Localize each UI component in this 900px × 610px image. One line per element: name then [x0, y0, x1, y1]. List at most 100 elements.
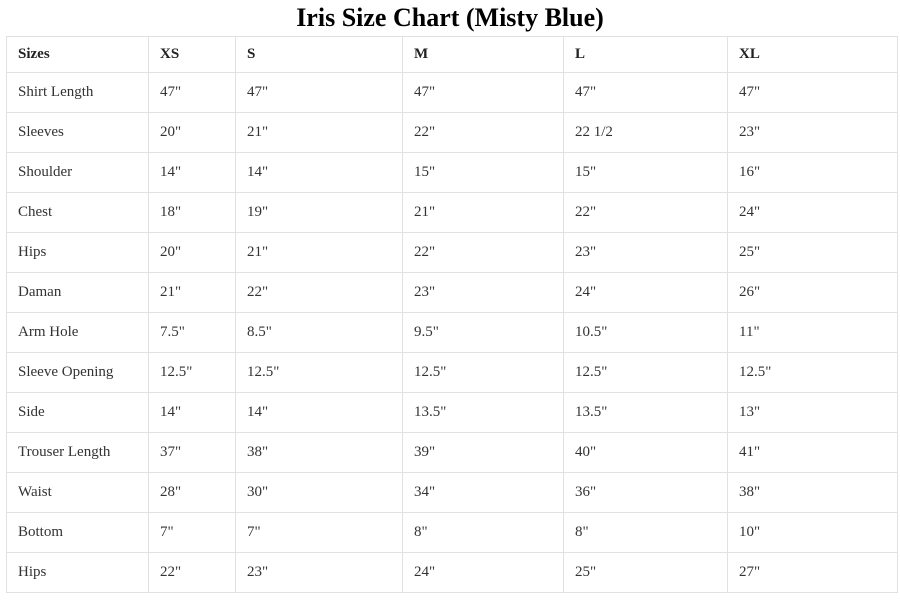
cell-s: 12.5"	[235, 352, 403, 393]
cell-xl: 25"	[727, 232, 898, 273]
cell-l: 10.5"	[563, 312, 728, 353]
cell-s: 7"	[235, 512, 403, 553]
table-row-daman: Daman 21" 22" 23" 24" 26"	[6, 272, 898, 313]
cell-s: 22"	[235, 272, 403, 313]
cell-l: 36"	[563, 472, 728, 513]
col-header-xl: XL	[727, 36, 898, 73]
row-label: Shirt Length	[6, 72, 149, 113]
header-row: Sizes XS S M L XL	[6, 36, 898, 73]
cell-s: 30"	[235, 472, 403, 513]
cell-xs: 20"	[148, 232, 236, 273]
table-row-arm-hole: Arm Hole 7.5" 8.5" 9.5" 10.5" 11"	[6, 312, 898, 353]
cell-l: 15"	[563, 152, 728, 193]
cell-l: 22 1/2	[563, 112, 728, 153]
cell-m: 8"	[402, 512, 564, 553]
row-label: Hips	[6, 232, 149, 273]
cell-s: 8.5"	[235, 312, 403, 353]
cell-m: 47"	[402, 72, 564, 113]
row-label: Side	[6, 392, 149, 433]
col-header-sizes: Sizes	[6, 36, 149, 73]
table-row-shirt-length: Shirt Length 47" 47" 47" 47" 47"	[6, 72, 898, 113]
cell-xl: 41"	[727, 432, 898, 473]
cell-xl: 38"	[727, 472, 898, 513]
cell-xl: 16"	[727, 152, 898, 193]
cell-m: 13.5"	[402, 392, 564, 433]
cell-xs: 20"	[148, 112, 236, 153]
col-header-m: M	[402, 36, 564, 73]
cell-xl: 27"	[727, 552, 898, 593]
cell-l: 25"	[563, 552, 728, 593]
cell-m: 22"	[402, 112, 564, 153]
table-row-shoulder: Shoulder 14" 14" 15" 15" 16"	[6, 152, 898, 193]
cell-xs: 14"	[148, 392, 236, 433]
cell-xs: 14"	[148, 152, 236, 193]
table-row-bottom: Bottom 7" 7" 8" 8" 10"	[6, 512, 898, 553]
cell-xs: 12.5"	[148, 352, 236, 393]
cell-m: 15"	[402, 152, 564, 193]
cell-l: 13.5"	[563, 392, 728, 433]
cell-l: 22"	[563, 192, 728, 233]
cell-l: 23"	[563, 232, 728, 273]
cell-xl: 11"	[727, 312, 898, 353]
size-chart-table: Sizes XS S M L XL Shirt Length 47" 47" 4…	[6, 36, 898, 593]
cell-s: 47"	[235, 72, 403, 113]
table-row-trouser-length: Trouser Length 37" 38" 39" 40" 41"	[6, 432, 898, 473]
cell-xs: 7.5"	[148, 312, 236, 353]
cell-xs: 21"	[148, 272, 236, 313]
cell-m: 23"	[402, 272, 564, 313]
cell-m: 34"	[402, 472, 564, 513]
cell-xl: 23"	[727, 112, 898, 153]
cell-xs: 47"	[148, 72, 236, 113]
table-row-chest: Chest 18" 19" 21" 22" 24"	[6, 192, 898, 233]
cell-s: 14"	[235, 152, 403, 193]
table-row-hips-upper: Hips 20" 21" 22" 23" 25"	[6, 232, 898, 273]
cell-xs: 7"	[148, 512, 236, 553]
cell-m: 21"	[402, 192, 564, 233]
table-row-sleeve-opening: Sleeve Opening 12.5" 12.5" 12.5" 12.5" 1…	[6, 352, 898, 393]
cell-l: 12.5"	[563, 352, 728, 393]
row-label: Shoulder	[6, 152, 149, 193]
cell-s: 21"	[235, 232, 403, 273]
row-label: Bottom	[6, 512, 149, 553]
page-title: Iris Size Chart (Misty Blue)	[296, 3, 604, 32]
row-label: Waist	[6, 472, 149, 513]
cell-xs: 22"	[148, 552, 236, 593]
cell-xl: 24"	[727, 192, 898, 233]
cell-s: 21"	[235, 112, 403, 153]
row-label: Sleeve Opening	[6, 352, 149, 393]
cell-xs: 18"	[148, 192, 236, 233]
cell-xs: 28"	[148, 472, 236, 513]
row-label: Trouser Length	[6, 432, 149, 473]
table-row-waist: Waist 28" 30" 34" 36" 38"	[6, 472, 898, 513]
cell-xl: 12.5"	[727, 352, 898, 393]
table-row-side: Side 14" 14" 13.5" 13.5" 13"	[6, 392, 898, 433]
cell-xl: 13"	[727, 392, 898, 433]
table-row-hips-lower: Hips 22" 23" 24" 25" 27"	[6, 552, 898, 593]
col-header-l: L	[563, 36, 728, 73]
cell-m: 24"	[402, 552, 564, 593]
cell-l: 47"	[563, 72, 728, 113]
cell-s: 14"	[235, 392, 403, 433]
cell-l: 24"	[563, 272, 728, 313]
cell-xl: 47"	[727, 72, 898, 113]
cell-xl: 10"	[727, 512, 898, 553]
cell-s: 19"	[235, 192, 403, 233]
cell-s: 38"	[235, 432, 403, 473]
row-label: Arm Hole	[6, 312, 149, 353]
row-label: Chest	[6, 192, 149, 233]
cell-m: 9.5"	[402, 312, 564, 353]
row-label: Sleeves	[6, 112, 149, 153]
cell-m: 12.5"	[402, 352, 564, 393]
cell-l: 8"	[563, 512, 728, 553]
cell-m: 22"	[402, 232, 564, 273]
col-header-s: S	[235, 36, 403, 73]
cell-s: 23"	[235, 552, 403, 593]
cell-xs: 37"	[148, 432, 236, 473]
cell-l: 40"	[563, 432, 728, 473]
cell-xl: 26"	[727, 272, 898, 313]
cell-m: 39"	[402, 432, 564, 473]
table-row-sleeves: Sleeves 20" 21" 22" 22 1/2 23"	[6, 112, 898, 153]
row-label: Daman	[6, 272, 149, 313]
col-header-xs: XS	[148, 36, 236, 73]
row-label: Hips	[6, 552, 149, 593]
